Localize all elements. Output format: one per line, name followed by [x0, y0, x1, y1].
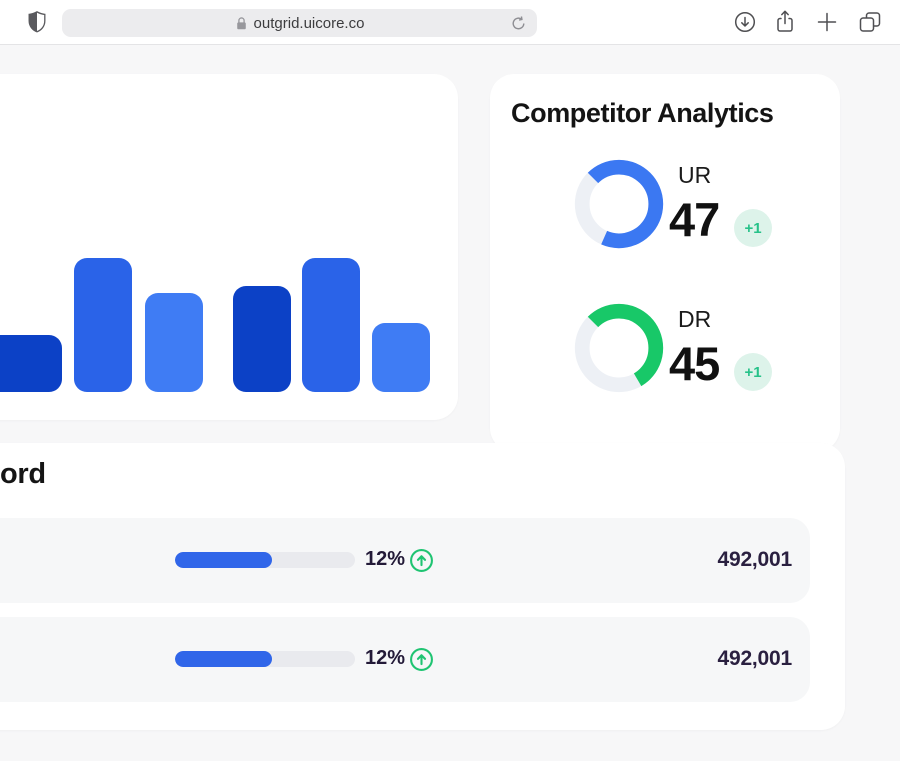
metric-value: 47 — [669, 193, 720, 246]
metric-dr: DR 45 +1 — [573, 302, 813, 396]
download-icon[interactable] — [733, 10, 757, 34]
keyword-row[interactable]: 12% 492,001 — [0, 518, 810, 603]
progress-bar — [175, 552, 355, 568]
keyword-table-card: ord 12% 492,001 12% 492,001 — [0, 443, 845, 730]
change-percent: 12% — [365, 647, 406, 669]
donut-chart-ur — [574, 159, 664, 249]
bar — [0, 335, 62, 392]
url-text: outgrid.uicore.co — [253, 14, 365, 32]
progress-fill — [175, 552, 273, 568]
bar — [372, 323, 430, 392]
address-bar[interactable]: outgrid.uicore.co — [62, 9, 537, 37]
progress-fill — [175, 651, 273, 667]
change-percent: 12% — [365, 548, 406, 570]
progress-bar — [175, 651, 355, 667]
reload-icon[interactable] — [510, 15, 527, 32]
show-tabs-icon[interactable] — [858, 10, 882, 34]
metric-label: UR — [678, 162, 712, 188]
new-tab-icon[interactable] — [815, 10, 839, 34]
card-title: Competitor Analytics — [511, 98, 774, 128]
metric-value: 45 — [669, 337, 720, 390]
change-badge: +1 — [734, 353, 772, 391]
bar — [74, 258, 132, 392]
browser-toolbar: outgrid.uicore.co — [0, 0, 900, 45]
row-value: 492,001 — [717, 548, 792, 571]
page-content: Competitor Analytics UR 47 +1 DR 45 +1 o… — [0, 44, 900, 761]
competitor-analytics-card: Competitor Analytics UR 47 +1 DR 45 +1 — [490, 74, 840, 452]
trend-up-icon — [410, 549, 433, 572]
change-badge: +1 — [734, 209, 772, 247]
donut-chart-dr — [574, 303, 664, 393]
share-icon[interactable] — [773, 9, 797, 33]
bar-chart-card — [0, 74, 458, 420]
metric-label: DR — [678, 306, 712, 332]
privacy-shield-icon[interactable] — [28, 11, 46, 33]
lock-icon — [236, 17, 246, 30]
metric-ur: UR 47 +1 — [573, 158, 813, 252]
trend-up-icon — [410, 648, 433, 671]
row-value: 492,001 — [717, 647, 792, 670]
section-heading-fragment: ord — [0, 458, 46, 490]
bar — [145, 293, 203, 392]
bar — [302, 258, 360, 392]
bar — [233, 286, 291, 392]
keyword-row[interactable]: 12% 492,001 — [0, 617, 810, 702]
